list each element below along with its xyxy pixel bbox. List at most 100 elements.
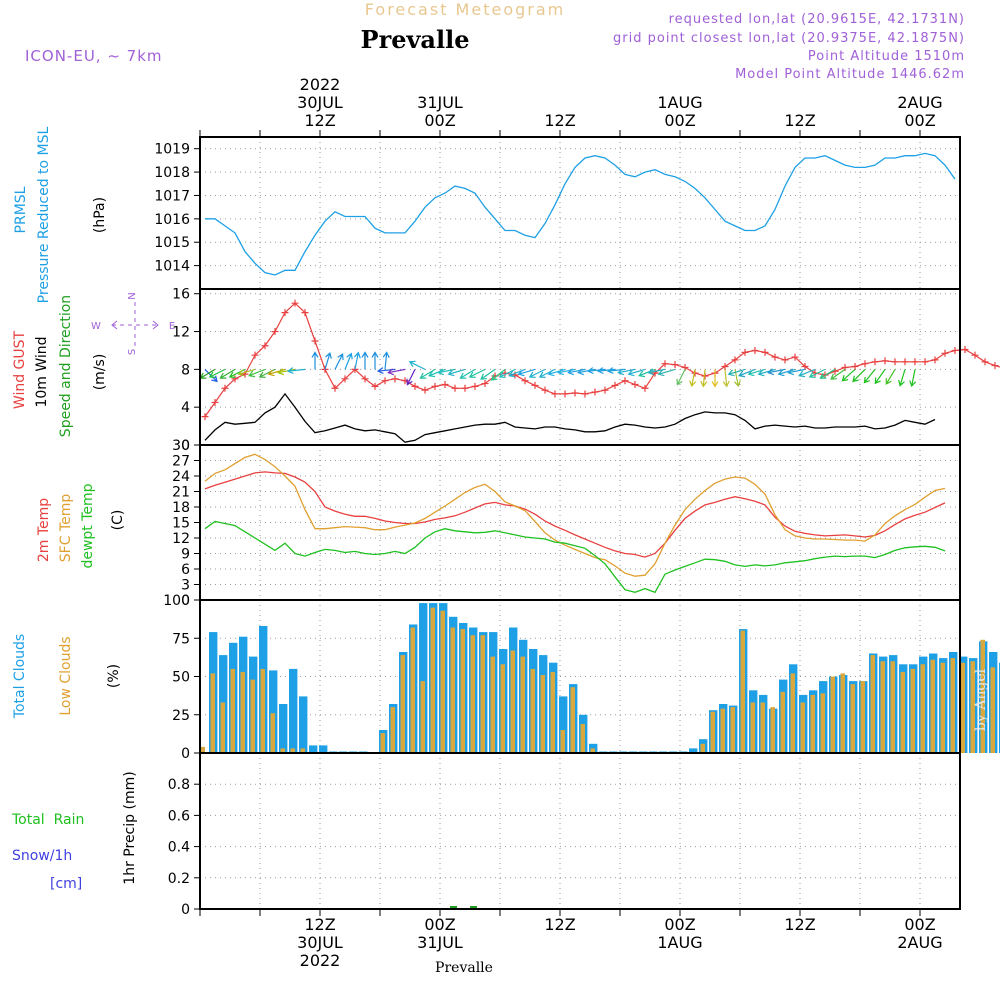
wind-direction-arrow <box>885 369 896 385</box>
low-clouds-bar <box>770 707 775 753</box>
wind-direction-arrow <box>863 369 876 384</box>
low-clouds-label: Low Clouds <box>58 636 74 715</box>
low-clouds-bar <box>860 681 865 753</box>
low-clouds-bar <box>400 655 405 753</box>
wind-direction-arrow <box>208 368 226 378</box>
low-clouds-bar <box>810 694 815 753</box>
gust-marker <box>931 356 939 364</box>
ytick-temp: 15 <box>172 516 190 532</box>
wind-direction-arrow <box>480 368 496 380</box>
gust-line <box>204 302 1000 417</box>
gust-marker <box>411 382 419 390</box>
wind-direction-arrow <box>371 351 379 370</box>
wind-direction-arrow <box>219 368 236 379</box>
ytick-pressure: 1018 <box>154 165 190 181</box>
gust-marker <box>581 390 589 398</box>
temp2m-line <box>204 471 946 558</box>
low-clouds-bar <box>920 664 925 753</box>
low-clouds-bar <box>420 681 425 753</box>
wind-direction-arrow <box>777 368 796 377</box>
gust-marker <box>941 349 949 357</box>
wind-direction-arrow <box>689 369 697 388</box>
wind-direction-arrow <box>490 368 506 381</box>
low-clouds-bar <box>910 668 915 753</box>
gust-marker <box>421 386 429 394</box>
low-clouds-bar <box>850 684 855 753</box>
wind-direction-arrow <box>808 368 826 378</box>
dewpt-line <box>204 520 946 594</box>
time-label-top: 00Z <box>664 111 695 130</box>
compass-w: W <box>91 321 101 332</box>
gust-marker <box>921 358 929 366</box>
wind-direction-arrow <box>428 368 446 378</box>
gust-marker <box>231 375 239 383</box>
ytick-temp: 21 <box>172 485 190 501</box>
wind-direction-arrow <box>700 369 708 388</box>
compass-e: E <box>169 321 175 332</box>
low-clouds-bar <box>260 668 265 753</box>
low-clouds-bar <box>710 711 715 753</box>
gust-marker <box>531 381 539 389</box>
location-title: Prevalle <box>361 25 470 54</box>
gust-marker <box>471 382 479 390</box>
low-clouds-bar <box>960 662 965 753</box>
temp-unit: (C) <box>110 510 126 531</box>
total-clouds-bar <box>319 745 328 753</box>
wind-direction-arrow <box>437 368 456 376</box>
low-clouds-bar <box>580 723 585 753</box>
header: Forecast Meteogram Prevalle ICON-EU, ~ 7… <box>25 0 964 82</box>
gust-marker <box>331 384 339 392</box>
top-title: Forecast Meteogram <box>365 0 565 19</box>
gust-marker <box>621 377 629 385</box>
low-clouds-bar <box>440 610 445 753</box>
ytick-clouds: 100 <box>163 593 190 609</box>
time-label-bottom: 12Z <box>304 915 335 934</box>
wind-direction-arrow <box>586 367 606 375</box>
wind-direction-arrow <box>353 351 361 370</box>
footer-location: Prevalle <box>435 960 493 976</box>
gust-marker <box>271 328 279 336</box>
gust-marker <box>991 362 999 370</box>
ytick-temp: 27 <box>172 454 190 470</box>
wind-direction-arrow <box>459 368 476 379</box>
snow-label: Snow/1h <box>12 848 72 864</box>
wind-direction-arrow <box>852 368 866 383</box>
wind-direction-arrow <box>547 368 566 377</box>
sfc-temp-line <box>204 453 946 577</box>
low-clouds-bar <box>830 676 835 753</box>
gust-marker <box>981 358 989 366</box>
wind-direction-arrow <box>334 353 344 370</box>
clouds-unit: (%) <box>106 664 122 688</box>
gust-marker <box>561 390 569 398</box>
gust-marker <box>641 384 649 392</box>
wind-direction-arrow <box>419 368 436 379</box>
gust-marker <box>771 353 779 361</box>
gust-marker <box>601 386 609 394</box>
ytick-temp: 24 <box>172 469 190 485</box>
gust-marker <box>511 371 519 379</box>
gust-marker <box>591 388 599 396</box>
gust-marker <box>211 398 219 406</box>
time-label-bottom: 2AUG <box>897 933 942 952</box>
compass-n: N <box>127 292 138 299</box>
time-label-top: 12Z <box>304 111 335 130</box>
total-clouds-label: Total Clouds <box>12 634 28 719</box>
time-label-bottom: 31JUL <box>417 933 463 952</box>
ytick-pressure: 1017 <box>154 188 190 204</box>
low-clouds-bar <box>200 746 205 753</box>
total-clouds-bar <box>309 745 318 753</box>
precip-unit: 1hr Precip (mm) <box>122 771 138 884</box>
wind-direction-arrow <box>841 368 856 382</box>
wind-direction-arrow <box>767 368 786 376</box>
gust-label: Wind GUST <box>12 330 28 409</box>
low-clouds-bar <box>250 679 255 753</box>
gust-marker <box>541 386 549 394</box>
ytick-temp: 9 <box>181 547 190 563</box>
wind-direction-arrow <box>447 368 466 377</box>
low-clouds-bar <box>450 627 455 753</box>
gust-marker <box>791 353 799 361</box>
time-label-top: 31JUL <box>417 93 463 112</box>
gust-marker <box>861 360 869 368</box>
wind-direction-arrow <box>727 368 746 377</box>
